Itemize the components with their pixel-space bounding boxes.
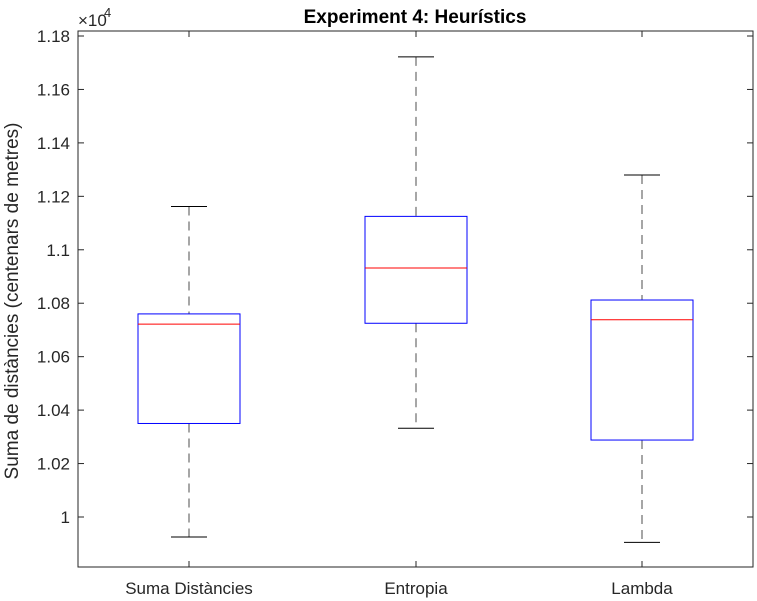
y-tick-label: 1.02: [37, 455, 70, 474]
iqr-box: [364, 215, 468, 324]
y-tick-label: 1.08: [37, 294, 70, 313]
iqr-box: [137, 313, 241, 424]
box-1: [137, 205, 241, 538]
y-exponent-base: ×10: [78, 11, 107, 30]
y-tick-label: 1.12: [37, 187, 70, 206]
x-tick-label: Entropia: [384, 579, 448, 598]
y-tick-label: 1: [61, 508, 70, 527]
y-exponent: ×10 4: [78, 5, 111, 30]
y-tick-label: 1.04: [37, 401, 70, 420]
chart-title: Experiment 4: Heurístics: [304, 7, 527, 28]
plot-area: [77, 30, 754, 568]
y-tick-label: 1.16: [37, 80, 70, 99]
y-tick-label: 1.1: [46, 241, 70, 260]
y-tick-label: 1.18: [37, 27, 70, 46]
y-tick-label: 1.14: [37, 134, 70, 153]
y-tick-label: 1.06: [37, 348, 70, 367]
x-tick-label: Suma Distàncies: [125, 579, 253, 598]
box-2: [364, 56, 468, 429]
iqr-box: [590, 299, 694, 441]
y-exponent-power: 4: [104, 5, 111, 20]
y-axis-label: Suma de distàncies (centenars de metres): [2, 123, 23, 480]
y-axis-ticks: 1 1.02 1.04 1.06 1.08 1.1 1.12 1.14 1.16 1.18: [37, 27, 753, 527]
box-3: [590, 174, 694, 543]
x-tick-label: Lambda: [611, 579, 673, 598]
x-axis-ticks: Suma Distàncies Entropia Lambda: [125, 31, 673, 598]
boxes-group: [137, 56, 694, 543]
